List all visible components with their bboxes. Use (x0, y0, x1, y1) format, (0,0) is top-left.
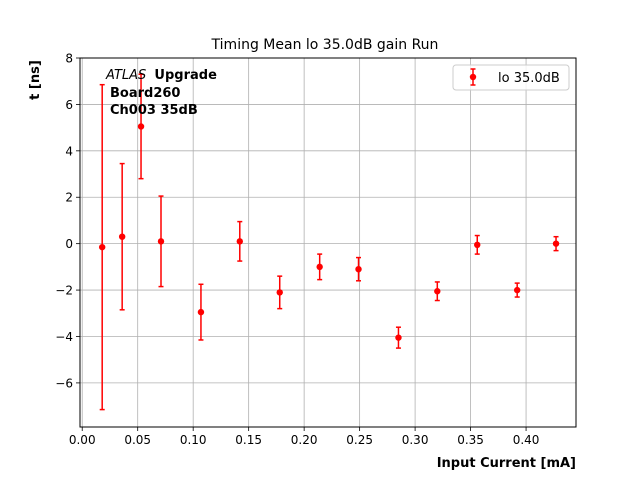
data-point (98, 243, 106, 251)
x-tick-label: 0.20 (291, 433, 318, 447)
data-point (474, 241, 481, 249)
x-tick-label: 0.00 (69, 433, 96, 447)
data-point (118, 233, 126, 240)
y-tick-label: −6 (55, 376, 73, 390)
data-point (395, 334, 402, 341)
plot-frame (79, 57, 577, 428)
axes: 0.00 0.05 0.10 0.15 0.20 0.25 0.30 0.35 0.40 −6 −4… (55, 52, 539, 448)
x-tick-label: 0.35 (457, 433, 484, 447)
y-tick-label: 6 (65, 98, 73, 112)
x-tick-label: 0.30 (402, 433, 429, 447)
legend: lo 35.0dB (452, 64, 570, 91)
data-point (236, 238, 243, 245)
data-series (98, 73, 560, 411)
atlas-annotation: ATLAS Upgrade Board260 Ch003 35dB (105, 68, 217, 118)
data-point (276, 289, 283, 296)
x-tick-label: 0.15 (235, 433, 262, 447)
x-tick-label: 0.40 (513, 433, 540, 447)
y-tick-label: 2 (65, 191, 73, 205)
upgrade-label: Upgrade (154, 68, 217, 83)
data-point (137, 123, 145, 130)
x-tick-label: 0.05 (124, 433, 151, 447)
board-label: Board260 (110, 86, 180, 101)
x-axis-label: Input Current [mA] (437, 456, 576, 471)
data-point (552, 240, 560, 247)
chart-title: Timing Mean lo 35.0dB gain Run (211, 37, 439, 53)
legend-box (452, 64, 570, 91)
y-tick-label: −4 (55, 330, 73, 344)
svg-text:ATLAS Upgrade: ATLAS Upgrade (105, 68, 217, 83)
data-point (434, 288, 441, 295)
data-point (513, 286, 521, 294)
y-tick-label: −2 (55, 284, 73, 298)
data-point (355, 265, 362, 273)
x-tick-label: 0.10 (180, 433, 207, 447)
channel-label: Ch003 35dB (110, 103, 198, 118)
data-point (157, 238, 165, 245)
y-axis-label: t [ns] (28, 60, 43, 100)
x-tick-label: 0.25 (346, 433, 373, 447)
legend-marker (469, 73, 477, 81)
y-tick-label: 8 (65, 52, 73, 66)
y-tick-label: 0 (65, 237, 73, 251)
legend-label: lo 35.0dB (498, 71, 560, 86)
data-point (197, 308, 205, 316)
data-point (316, 263, 323, 271)
atlas-label: ATLAS (105, 68, 146, 83)
y-tick-label: 4 (65, 144, 73, 158)
